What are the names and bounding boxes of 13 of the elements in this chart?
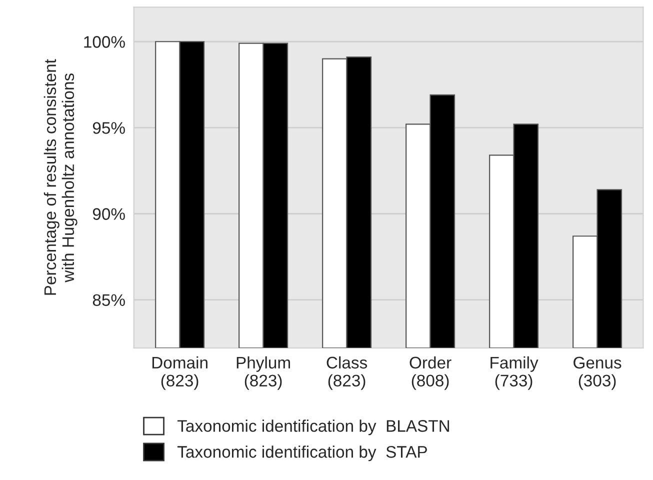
legend-label: Taxonomic identification by BLASTN xyxy=(177,420,450,436)
x-tick-label: Phylum (823) xyxy=(236,356,290,390)
x-tick-label: Domain (823) xyxy=(152,356,208,390)
x-tick-label: Order (808) xyxy=(410,356,452,390)
x-tick-label: Family (733) xyxy=(490,356,538,390)
x-tick-label: Genus (303) xyxy=(574,356,622,390)
y-tick-label: 95% xyxy=(92,122,125,134)
legend-label: Taxonomic identification by STAP xyxy=(177,446,427,462)
x-tick-label: Class (823) xyxy=(326,356,368,390)
y-axis-title: Percentage of results consistent with Hugenholtz annotations xyxy=(44,59,78,295)
y-tick-label: 85% xyxy=(92,294,125,306)
y-tick-label: 100% xyxy=(84,36,125,48)
y-tick-label: 90% xyxy=(92,208,125,220)
